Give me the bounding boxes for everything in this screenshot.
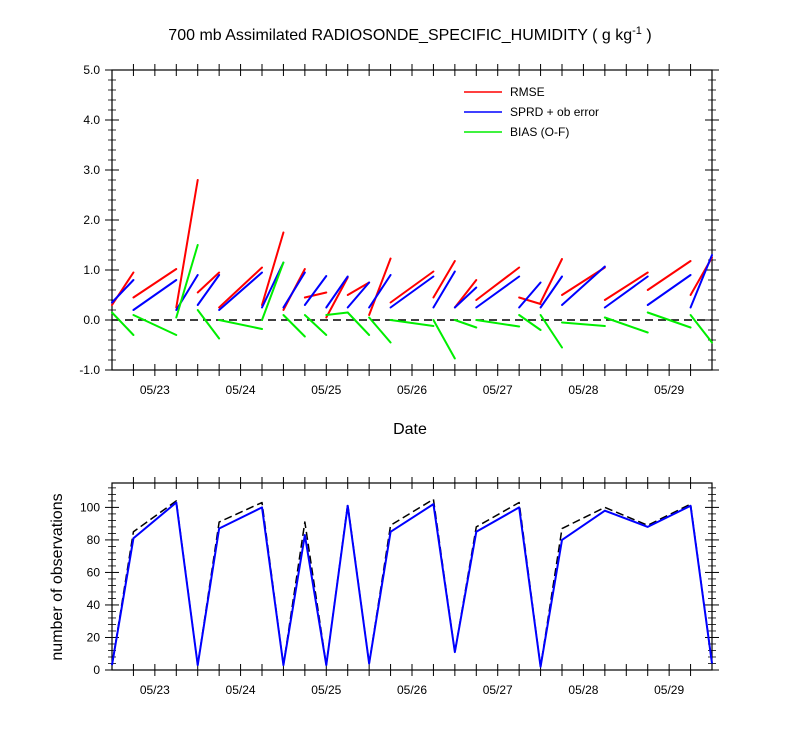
bias-segment-16 [539,314,563,349]
top-plot-frame [111,69,713,371]
sprd-segment-6 [282,271,306,309]
top-xtick-label: 05/23 [140,383,170,397]
bottom-ytick-label: 100 [80,500,100,514]
y-axis-label-observations: number of observations [49,493,66,660]
rmse-segment-15 [518,296,542,305]
chart-title: 700 mb Assimilated RADIOSONDE_SPECIFIC_H… [168,25,651,44]
top-xtick-label: 05/25 [311,383,341,397]
rmse-segment-14 [475,266,521,301]
sprd-segment-19 [646,274,692,306]
chart-title-end: ) [642,27,652,44]
legend-label-bias: BIAS (O-F) [510,125,569,139]
bottom-ytick-label: 20 [87,630,101,644]
top-ytick-label: -1.0 [79,363,100,377]
top-ytick-label: 2.0 [83,213,100,227]
sprd-segment-9 [346,281,371,309]
sprd-segment-18 [603,275,649,309]
sprd-segment-20 [689,254,713,309]
sprd-segment-1 [132,279,178,311]
bias-segment-18 [603,316,649,334]
x-axis-label: Date [393,421,427,438]
sprd-segment-13 [453,286,478,309]
bias-segment-7 [303,314,328,336]
bottom-ytick-label: 80 [87,533,101,547]
top-ytick-label: 5.0 [83,63,100,77]
sprd-segment-0 [111,279,135,304]
sprd-segment-3 [196,274,221,306]
rmse-segment-3 [196,271,221,294]
bias-segment-4 [218,319,263,330]
top-panel: -1.0 0.0 1.0 2.0 3.0 4.0 5.0 05/23 05/24 05/25 05/… [79,63,719,397]
rmse-segment-9 [346,281,371,296]
bottom-xtick-label: 05/23 [140,683,170,697]
sprd-segment-11 [389,275,435,309]
rmse-segment-12 [432,260,456,299]
rmse-segment-8 [325,276,349,319]
bottom-xtick-label: 05/25 [311,683,341,697]
legend: RMSE SPRD + ob error BIAS (O-F) [464,85,599,139]
sprd-segment-8 [325,275,349,309]
bias-segment-0 [111,311,135,336]
bottom-xtick-label: 05/29 [654,683,684,697]
sprd-segment-12 [432,270,456,309]
sprd-segment-16 [539,275,563,309]
bias-segment-6 [282,314,306,338]
bottom-xtick-label: 05/26 [397,683,427,697]
legend-label-rmse: RMSE [510,85,545,99]
rmse-segment-2 [175,179,199,309]
bottom-xtick-label: 05/28 [568,683,598,697]
bias-segment-11 [389,319,435,327]
rmse-segment-19 [646,260,692,291]
bottom-panel: 0 20 40 60 80 100 05/23 05/24 05/25 05/26 05/27 05/… [80,477,719,697]
bias-segment-14 [475,319,521,328]
bias-segment-8 [325,311,349,316]
observations-used-line [111,501,713,668]
rmse-segment-4 [218,266,263,309]
bias-segment-3 [196,309,221,340]
bottom-ytick-label: 40 [87,598,101,612]
bias-segment-13 [453,319,478,329]
bottom-xtick-label: 05/27 [483,683,513,697]
rmse-segment-10 [368,257,392,316]
chart-title-superscript: -1 [632,25,642,37]
top-ytick-label: 4.0 [83,113,100,127]
top-ytick-label: 3.0 [83,163,100,177]
rmse-segment-1 [132,268,178,299]
top-ytick-label: 0.0 [83,313,100,327]
sprd-segment-10 [368,274,392,309]
sprd-segment-4 [218,271,263,311]
sprd-segment-14 [475,275,521,309]
bottom-ytick-label: 60 [87,565,101,579]
top-xtick-label: 05/29 [654,383,684,397]
top-xtick-label: 05/26 [397,383,427,397]
bias-segment-15 [518,314,542,331]
bias-segment-17 [561,321,606,327]
bias-segment-2 [175,244,199,319]
sprd-segment-15 [518,281,542,309]
rmse-segment-11 [389,270,435,304]
top-ytick-label: 1.0 [83,263,100,277]
rmse-segment-5 [261,231,285,306]
top-xtick-label: 05/24 [226,383,256,397]
bottom-ytick-label: 0 [93,663,100,677]
top-xtick-label: 05/28 [568,383,598,397]
bias-segment-1 [132,314,178,336]
top-xtick-label: 05/27 [483,383,513,397]
sprd-segment-7 [303,275,328,306]
chart-title-main: 700 mb Assimilated RADIOSONDE_SPECIFIC_H… [168,27,632,44]
bias-segment-5 [261,261,285,321]
bias-segment-20 [689,314,713,344]
bias-segment-10 [368,316,392,344]
bottom-xtick-label: 05/24 [226,683,256,697]
legend-label-sprd: SPRD + ob error [510,105,599,119]
bias-segment-9 [346,311,371,336]
bias-segment-12 [432,319,456,360]
rmse-segment-7 [303,291,328,299]
rmse-segment-18 [603,271,649,301]
bias-segment-19 [646,311,692,329]
sprd-segment-17 [561,265,606,306]
rmse-segment-16 [539,258,563,304]
